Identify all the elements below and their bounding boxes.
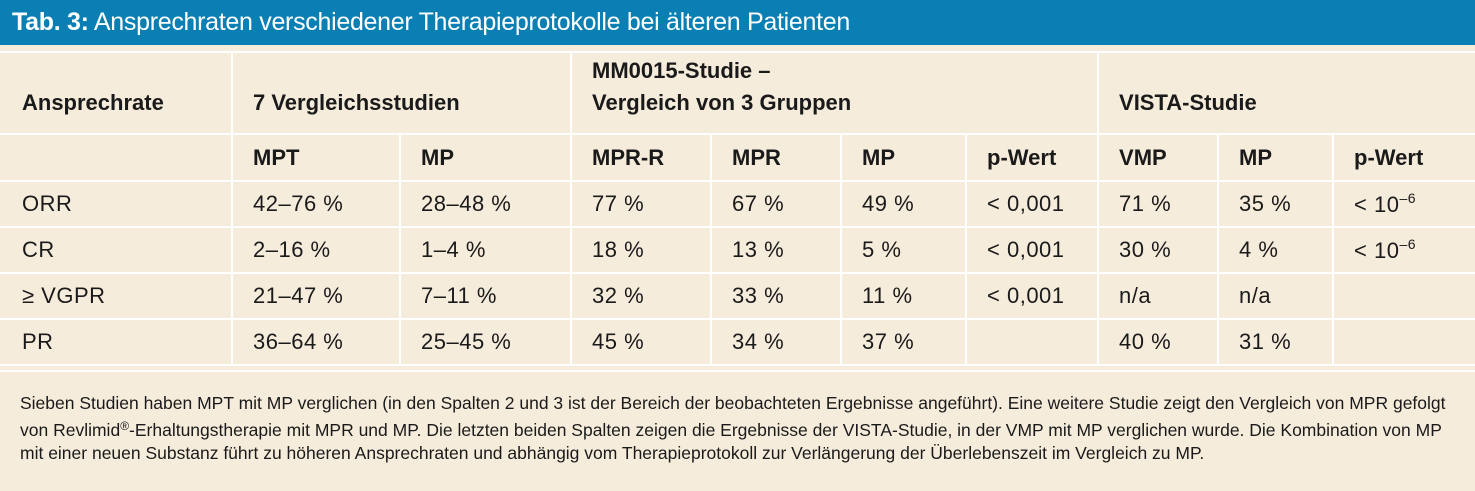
sub-header-mpt: MPT [231, 133, 401, 182]
header-ansprechrate: Ansprechrate [0, 51, 233, 135]
sub-header-row: MPT MP MPR-R MPR MP p-Wert VMP MP p-Wert [0, 133, 1475, 182]
sub-header-mp-1: MP [398, 133, 573, 182]
table-cell-p-value: < 10–6 [1332, 180, 1475, 228]
p-value-base: < 10 [1354, 238, 1400, 263]
table-caption: Tab. 3: Ansprechraten verschiedener Ther… [0, 0, 1475, 45]
table-cell-p-value: < 10–6 [1332, 226, 1475, 274]
table-cell: 77 % [570, 180, 713, 228]
table-row-vgpr: ≥ VGPR 21–47 % 7–11 % 32 % 33 % 11 % < 0… [0, 272, 1475, 320]
table-cell: 33 % [710, 272, 843, 320]
table-cell: 28–48 % [398, 180, 573, 228]
table-cell: 7–11 % [398, 272, 573, 320]
registered-mark: ® [120, 419, 130, 433]
table-cell: < 0,001 [965, 272, 1100, 320]
table-cell: 21–47 % [231, 272, 401, 320]
table-cell: 67 % [710, 180, 843, 228]
footnote-part2: -Erhaltungstherapie mit MPR und MP. Die … [20, 420, 1442, 463]
table-cell: 31 % [1217, 318, 1335, 366]
footnote-part1: Sieben Studien haben MPT mit MP verglich… [20, 393, 1446, 440]
header-seven-studies: 7 Vergleichsstudien [230, 51, 573, 135]
response-rate-table: Ansprechrate 7 Vergleichsstudien MM0015-… [0, 51, 1475, 366]
table-cell: 71 % [1097, 180, 1220, 228]
row-label: CR [0, 226, 233, 274]
table-cell: 35 % [1217, 180, 1335, 228]
table-cell: n/a [1097, 272, 1220, 320]
table-cell: 45 % [570, 318, 713, 366]
table-cell: 40 % [1097, 318, 1220, 366]
header-mm0015-line1: MM0015-Studie – [592, 58, 771, 83]
sub-header-mp-2: MP [840, 133, 968, 182]
sub-header-mpr: MPR [710, 133, 843, 182]
table-cell: 34 % [710, 318, 843, 366]
sub-header-mp-3: MP [1217, 133, 1335, 182]
row-label: ORR [0, 180, 233, 228]
row-label: ≥ VGPR [0, 272, 233, 320]
p-value-base: < 10 [1354, 192, 1400, 217]
table-cell-p-value [1332, 318, 1475, 366]
header-mm0015: MM0015-Studie – Vergleich von 3 Gruppen [570, 51, 1100, 135]
table-cell: < 0,001 [965, 226, 1100, 274]
table-cell: 11 % [840, 272, 968, 320]
table-footnote: Sieben Studien haben MPT mit MP verglich… [0, 370, 1475, 465]
row-label: PR [0, 318, 233, 366]
table-cell-p-value [1332, 272, 1475, 320]
table-cell: 1–4 % [398, 226, 573, 274]
table-cell: < 0,001 [965, 180, 1100, 228]
table-cell: 2–16 % [231, 226, 401, 274]
table-cell: 37 % [840, 318, 968, 366]
sub-header-p-wert-1: p-Wert [965, 133, 1100, 182]
table-cell: 4 % [1217, 226, 1335, 274]
table-cell: 36–64 % [231, 318, 401, 366]
table-cell: 42–76 % [231, 180, 401, 228]
sub-header-empty [0, 133, 233, 182]
table-cell: 18 % [570, 226, 713, 274]
table-cell: 13 % [710, 226, 843, 274]
table-cell: 5 % [840, 226, 968, 274]
header-mm0015-line2: Vergleich von 3 Gruppen [592, 90, 852, 115]
table-cell: 49 % [840, 180, 968, 228]
table-caption-label: Tab. 3: [12, 8, 89, 36]
table-cell [965, 318, 1100, 366]
table-cell: 30 % [1097, 226, 1220, 274]
table-row-orr: ORR 42–76 % 28–48 % 77 % 67 % 49 % < 0,0… [0, 180, 1475, 228]
table-row-cr: CR 2–16 % 1–4 % 18 % 13 % 5 % < 0,001 30… [0, 226, 1475, 274]
table-cell: 25–45 % [398, 318, 573, 366]
p-value-exponent: –6 [1399, 190, 1417, 206]
sub-header-vmp: VMP [1097, 133, 1220, 182]
table-caption-title: Ansprechraten verschiedener Therapieprot… [93, 8, 850, 36]
table-cell: 32 % [570, 272, 713, 320]
sub-header-mpr-r: MPR-R [570, 133, 713, 182]
table-cell: n/a [1217, 272, 1335, 320]
header-vista: VISTA-Studie [1097, 51, 1475, 135]
table-row-pr: PR 36–64 % 25–45 % 45 % 34 % 37 % 40 % 3… [0, 318, 1475, 366]
response-rate-table-wrap: Ansprechrate 7 Vergleichsstudien MM0015-… [0, 51, 1475, 366]
sub-header-p-wert-2: p-Wert [1332, 133, 1475, 182]
group-header-row: Ansprechrate 7 Vergleichsstudien MM0015-… [0, 51, 1475, 135]
p-value-exponent: –6 [1399, 236, 1417, 252]
